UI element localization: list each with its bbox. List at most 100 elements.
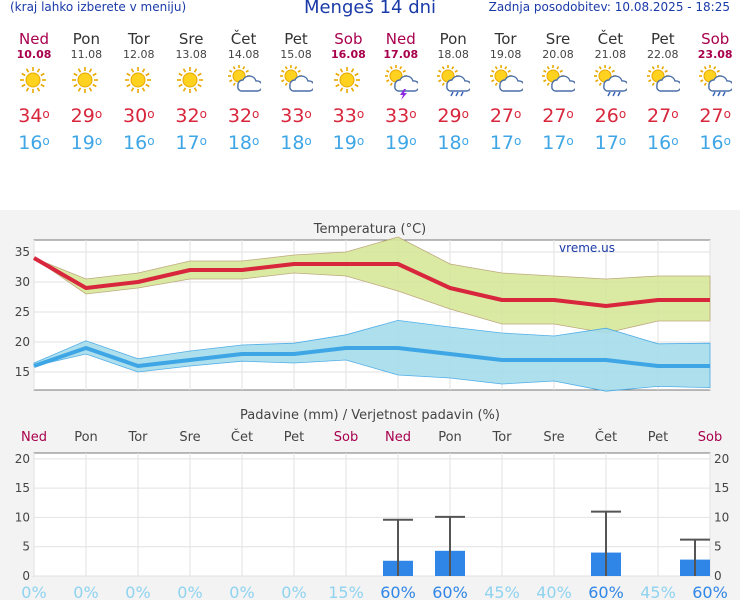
day-column: Ned 10.08 34o 16o [8,30,60,156]
day-date: 12.08 [123,48,155,61]
temp-min: 18o [280,132,312,154]
temp-max: 33o [332,105,365,127]
day-name: Sob [701,30,730,48]
day-column: Pet 22.08 27o 16o [637,30,689,156]
page-title: Mengeš 14 dni [303,0,437,18]
sun-cloud-rain-icon [584,62,636,102]
temp-min: 16o [18,132,50,154]
sun-cloud-icon [270,62,322,102]
day-column: Ned 17.08 33o 19o [375,30,427,156]
precip-probability: 60% [588,583,624,600]
temp-y-tick-label: 20 [15,335,30,349]
temp-y-tick-label: 30 [15,275,30,289]
day-name: Tor [127,30,150,48]
precip-y-tick-right: 20 [714,452,729,466]
precip-day-label: Pon [438,430,462,445]
precip-day-label: Pon [74,430,98,445]
precip-day-label: Tor [127,430,148,445]
temp-min: 16o [123,132,155,154]
sun-icon [113,62,165,102]
precip-probability: 60% [692,583,728,600]
day-date: 20.08 [542,48,574,61]
day-column: Čet 21.08 26o 17o [584,30,636,156]
temp-max: 27o [489,105,522,127]
sun-cloud-storm-icon [375,62,427,102]
temp-min: 18o [227,132,260,154]
temp-min: 17o [594,132,627,154]
temp-chart-title: Temperatura (°C) [313,222,426,237]
precip-y-tick-right: 5 [714,540,722,554]
day-date: 21.08 [594,48,627,61]
day-name: Ned [19,30,49,48]
precip-probability: 0% [177,583,202,600]
precip-probability: 0% [21,583,46,600]
precip-y-tick-left: 5 [22,540,30,554]
day-date: 23.08 [697,48,733,61]
temp-max: 30o [123,105,155,127]
day-column: Tor 19.08 27o 17o [480,30,532,156]
sun-icon [60,62,112,102]
day-name: Ned [385,30,416,48]
sun-cloud-icon [637,62,689,102]
location-menu-hint[interactable]: (kraj lahko izberete v meniju) [10,0,187,14]
temp-max: 27o [647,105,679,127]
temp-min: 17o [542,132,574,154]
temp-y-tick-label: 25 [15,305,30,319]
daily-forecast-strip: Ned 10.08 34o 16o Pon 11.08 29o 19o Tor … [0,30,740,170]
temp-max: 34o [18,105,50,127]
temp-y-tick-label: 35 [15,245,30,259]
sun-cloud-icon [532,62,584,102]
day-column: Čet 14.08 32o 18o [218,30,270,156]
day-column: Pon 11.08 29o 19o [60,30,112,156]
sun-icon [8,62,60,102]
temp-max: 29o [70,105,103,127]
precip-day-label: Sob [698,430,722,445]
temp-min: 17o [489,132,522,154]
day-name: Pon [72,30,100,48]
sun-cloud-icon [218,62,270,102]
max-temp-line [33,256,710,308]
temp-max: 27o [699,105,731,127]
precip-probability: 45% [640,583,676,600]
day-name: Čet [230,30,257,48]
day-name: Sob [334,30,363,48]
charts-svg: 15 20 25 30 35 Temperatura (°C) vreme.us Padavi… [15,222,730,600]
precip-day-label: Čet [231,429,253,445]
temp-min: 17o [175,132,207,154]
day-column: Sre 13.08 32o 17o [165,30,217,156]
day-column: Pet 15.08 33o 18o [270,30,322,156]
day-column: Tor 12.08 30o 16o [113,30,165,156]
precip-probability: 0% [125,583,150,600]
precip-day-label: Sob [334,430,358,445]
temp-max: 26o [594,105,627,127]
day-date: 16.08 [330,48,366,61]
sun-cloud-rain-icon [689,62,740,102]
precip-day-label: Sre [179,430,200,445]
temp-min: 19o [332,132,365,154]
day-name: Čet [597,30,624,48]
precip-day-label: Čet [595,429,617,445]
precip-probability: 60% [380,583,416,600]
charts-panel: 15 20 25 30 35 Temperatura (°C) vreme.us Padavi… [0,210,740,600]
day-date: 19.08 [489,48,522,61]
precip-day-label: Pet [648,430,668,445]
precip-y-tick-right: 0 [714,569,722,583]
sun-icon [165,62,217,102]
day-date: 15.08 [280,48,312,61]
temp-max: 32o [227,105,260,127]
day-date: 11.08 [70,48,103,61]
sun-icon [322,62,374,102]
min-temp-range-band [33,319,711,392]
min-temp-line [33,346,710,368]
precip-probability: 40% [536,583,572,600]
day-date: 18.08 [437,48,469,61]
temp-min: 16o [647,132,679,154]
precip-probability: 0% [73,583,98,600]
precip-probability: 60% [432,583,468,600]
sun-cloud-rain-icon [427,62,479,102]
day-date: 17.08 [383,48,419,61]
temp-max: 33o [385,105,417,127]
day-column: Sob 23.08 27o 16o [689,30,740,156]
day-date: 14.08 [227,48,260,61]
day-date: 13.08 [175,48,207,61]
